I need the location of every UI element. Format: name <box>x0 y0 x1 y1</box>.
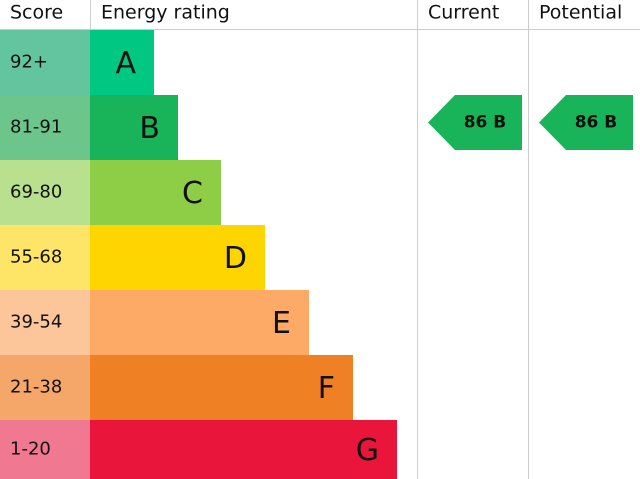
rating-bar <box>90 160 221 225</box>
header-potential: Potential <box>539 2 622 24</box>
rating-letter: C <box>182 176 203 211</box>
rating-bar <box>90 225 265 290</box>
score-label: 92+ <box>10 52 48 73</box>
rating-letter: D <box>224 241 247 276</box>
rating-letter: E <box>272 306 291 341</box>
score-cell <box>0 30 90 95</box>
potential-label: 86 B <box>575 113 618 133</box>
score-cell <box>0 160 90 225</box>
current-label: 86 B <box>464 113 507 133</box>
score-cell <box>0 95 90 160</box>
score-cell <box>0 290 90 355</box>
rating-bar <box>90 30 154 95</box>
score-cell <box>0 420 90 479</box>
rating-bar <box>90 290 309 355</box>
rating-bar <box>90 420 397 479</box>
score-label: 81-91 <box>10 117 62 138</box>
score-label: 69-80 <box>10 182 62 203</box>
header-rating: Energy rating <box>101 2 230 24</box>
potential-arrow <box>539 95 633 150</box>
rating-letter: B <box>139 111 160 146</box>
header-score: Score <box>10 2 63 24</box>
score-label: 39-54 <box>10 312 62 333</box>
rating-bar <box>90 95 178 160</box>
header-current: Current <box>428 2 499 24</box>
score-cell <box>0 355 90 420</box>
rating-letter: A <box>115 46 136 81</box>
rating-bar <box>90 355 353 420</box>
rating-letter: G <box>356 433 379 468</box>
current-arrow <box>428 95 522 150</box>
rating-letter: F <box>318 371 335 406</box>
score-label: 55-68 <box>10 247 62 268</box>
score-label: 21-38 <box>10 377 62 398</box>
score-cell <box>0 225 90 290</box>
score-label: 1-20 <box>10 439 51 460</box>
